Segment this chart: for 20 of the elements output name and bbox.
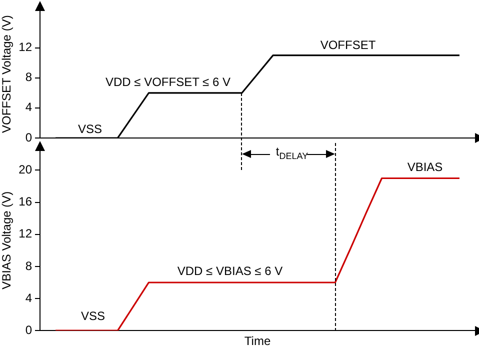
y-tick-label: 20 xyxy=(18,162,32,177)
annotation: VOFFSET xyxy=(320,38,376,52)
x-axis-title: Time xyxy=(244,334,271,348)
annotation: VSS xyxy=(80,309,106,323)
y-tick-label: 12 xyxy=(18,40,32,54)
y-tick-label: 0 xyxy=(25,130,32,144)
y-tick-label: 4 xyxy=(25,290,32,305)
y-tick-label: 8 xyxy=(25,70,32,84)
y-tick-label: 4 xyxy=(25,100,32,114)
annotation: t$_{DELAY}$ xyxy=(276,144,308,163)
annotation: VBIAS xyxy=(407,160,443,174)
y-tick-label: 16 xyxy=(18,194,32,209)
y-tick-label: 8 xyxy=(25,258,32,273)
y-axis-title: VBIAS Voltage (V) xyxy=(0,191,14,290)
y-tick-label: 12 xyxy=(18,226,32,241)
y-axis-title: VOFFSET Voltage (V) xyxy=(0,15,14,134)
annotation: VDD ≤ VOFFSET ≤ 6 V xyxy=(106,75,230,89)
y-tick-label: 0 xyxy=(25,322,32,337)
annotation: VDD ≤ VBIAS ≤ 6 V xyxy=(177,264,283,278)
annotation: VSS xyxy=(78,122,102,136)
